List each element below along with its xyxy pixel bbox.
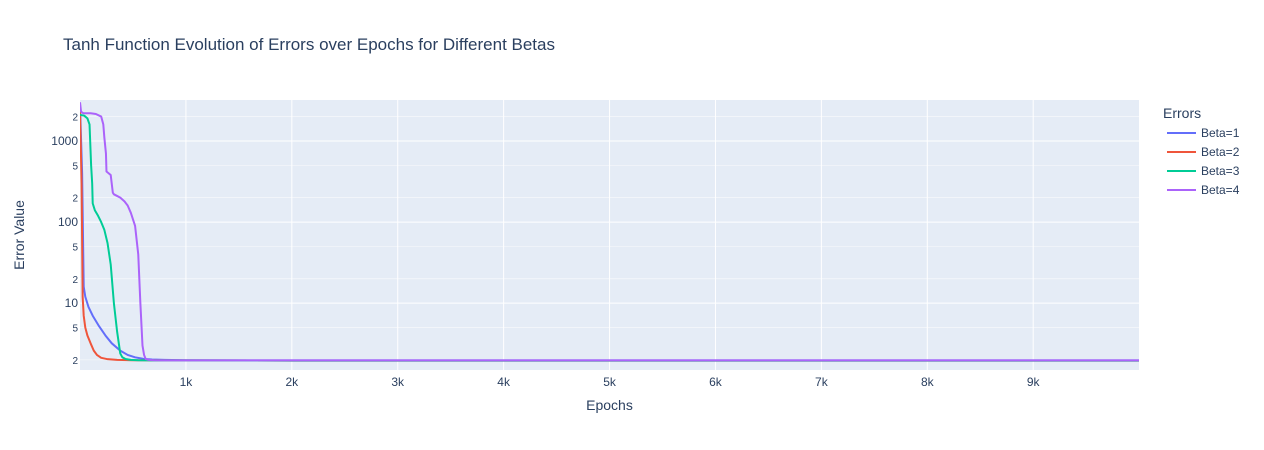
y-minor-tick-label: 2 — [72, 275, 78, 286]
legend[interactable]: Errors Beta=1 Beta=2 Beta=3 Beta=4 — [1163, 105, 1240, 197]
y-minor-tick-label: 5 — [72, 324, 78, 335]
y-major-tick-label: 1000 — [51, 134, 78, 148]
x-tick-label: 8k — [921, 375, 935, 389]
x-tick-label: 5k — [603, 375, 617, 389]
series-line-beta-4[interactable] — [80, 102, 1139, 362]
legend-label: Beta=4 — [1201, 183, 1240, 197]
x-tick-label: 9k — [1027, 375, 1041, 389]
x-tick-label: 2k — [285, 375, 299, 389]
y-minor-tick-label: 5 — [72, 161, 78, 172]
legend-label: Beta=1 — [1201, 126, 1240, 140]
legend-item[interactable]: Beta=1 — [1167, 126, 1240, 140]
y-minor-tick-label: 5 — [72, 242, 78, 253]
legend-title: Errors — [1163, 105, 1201, 121]
y-minor-tick-label: 2 — [72, 194, 78, 205]
legend-label: Beta=2 — [1201, 145, 1240, 159]
legend-item[interactable]: Beta=4 — [1167, 183, 1240, 197]
x-tick-label: 6k — [709, 375, 723, 389]
x-tick-label: 7k — [815, 375, 829, 389]
y-major-tick-label: 100 — [58, 215, 78, 229]
y-axis-title: Error Value — [11, 200, 27, 270]
y-minor-tick-label: 2 — [72, 356, 78, 367]
y-axis-ticks: 2 5 2 5 2 5 2 10 100 1000 — [51, 113, 78, 367]
legend-item[interactable]: Beta=3 — [1167, 164, 1240, 178]
x-tick-label: 1k — [180, 375, 194, 389]
series-layer — [80, 102, 1139, 362]
chart-title: Tanh Function Evolution of Errors over E… — [63, 35, 555, 54]
x-axis-title: Epochs — [586, 397, 633, 413]
y-minor-tick-label: 2 — [72, 113, 78, 124]
y-major-tick-label: 10 — [65, 296, 79, 310]
legend-item[interactable]: Beta=2 — [1167, 145, 1240, 159]
x-axis-ticks: 1k 2k 3k 4k 5k 6k 7k 8k 9k — [180, 375, 1041, 389]
x-tick-label: 3k — [391, 375, 405, 389]
x-tick-label: 4k — [497, 375, 511, 389]
legend-label: Beta=3 — [1201, 164, 1240, 178]
